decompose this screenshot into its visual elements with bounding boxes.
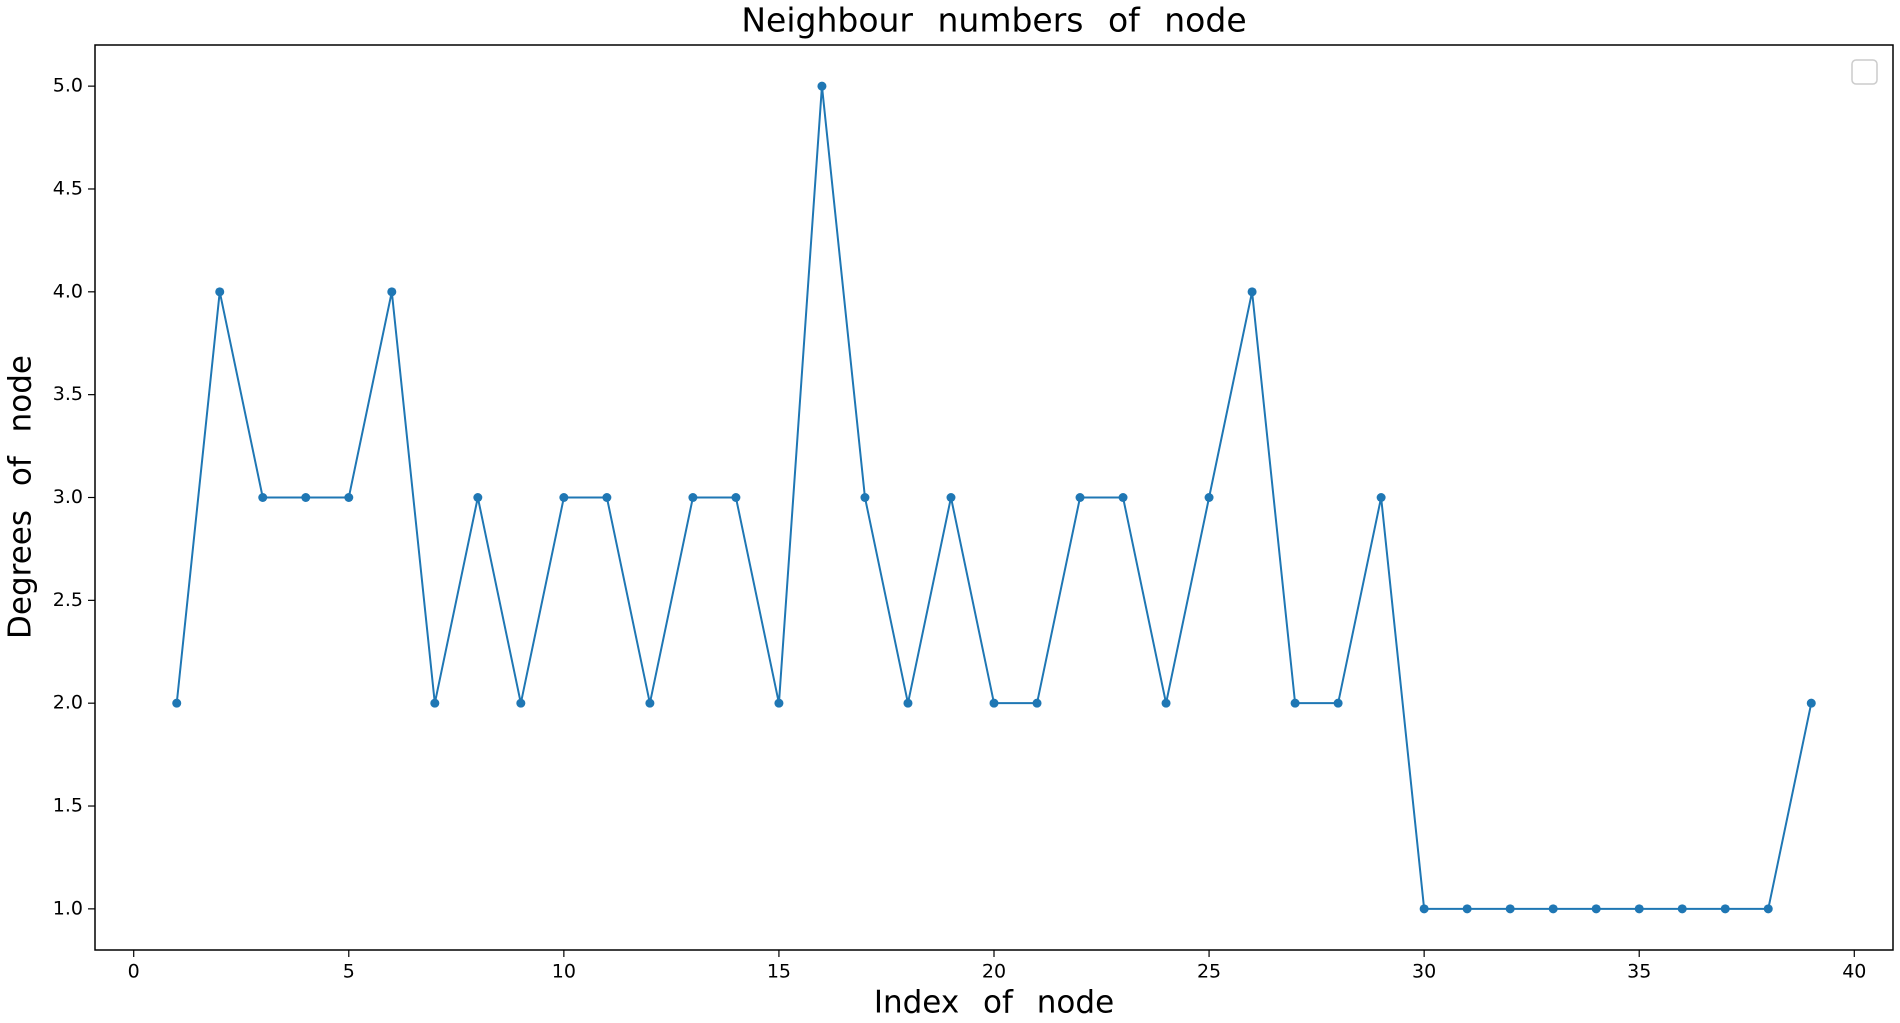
data-point [1032, 698, 1042, 708]
data-point [1591, 904, 1601, 914]
y-tick-label: 4.5 [53, 177, 83, 199]
data-point [301, 493, 311, 502]
data-point [559, 493, 569, 502]
data-point [1806, 698, 1816, 708]
y-tick-label: 2.0 [53, 692, 83, 714]
x-axis-title: Index of node [874, 985, 1114, 1021]
data-point [1634, 904, 1644, 914]
data-point [172, 698, 182, 708]
legend-box [1851, 59, 1878, 85]
data-point [645, 698, 655, 708]
x-tick-label: 40 [1842, 961, 1866, 983]
data-point [344, 493, 354, 502]
x-tick-label: 25 [1197, 961, 1221, 983]
data-point [1075, 493, 1085, 502]
data-point [258, 493, 268, 502]
x-tick-label: 20 [982, 961, 1006, 983]
data-point [1548, 904, 1558, 914]
x-tick-label: 0 [128, 961, 140, 983]
x-tick-label: 5 [343, 961, 355, 983]
data-point [430, 698, 440, 708]
data-line [175, 86, 1813, 910]
data-point [989, 698, 999, 708]
data-point [860, 493, 870, 502]
y-axis-title: Degrees of node [3, 355, 39, 639]
data-point [1290, 698, 1300, 708]
y-tick-label: 5.0 [53, 75, 83, 97]
data-point [1376, 493, 1386, 502]
data-point [903, 698, 913, 708]
plot-frame [94, 44, 1894, 951]
y-tick-label: 1.5 [53, 795, 83, 817]
data-point [1505, 904, 1515, 914]
x-tick-label: 30 [1412, 961, 1436, 983]
data-point [774, 698, 784, 708]
data-point [731, 493, 741, 502]
data-point [1462, 904, 1472, 914]
data-point [215, 287, 225, 297]
y-tick-label: 4.0 [53, 280, 83, 302]
x-tick-label: 10 [552, 961, 576, 983]
data-point [1161, 698, 1171, 708]
chart-title: Neighbour numbers of node [741, 1, 1246, 40]
data-point [1419, 904, 1429, 914]
data-point [1763, 904, 1773, 914]
data-point [1204, 493, 1214, 502]
data-point [1118, 493, 1128, 502]
data-point [1333, 698, 1343, 708]
data-point [1677, 904, 1687, 914]
y-tick-label: 1.0 [53, 897, 83, 919]
data-point [1720, 904, 1730, 914]
y-tick-label: 3.5 [53, 383, 83, 405]
x-tick-label: 15 [767, 961, 791, 983]
data-point [387, 287, 397, 297]
data-point [1247, 287, 1257, 297]
data-point [602, 493, 612, 502]
x-tick-label: 35 [1627, 961, 1651, 983]
data-point [688, 493, 698, 502]
data-point [817, 81, 827, 91]
data-point [946, 493, 956, 502]
data-point [473, 493, 483, 502]
data-point [516, 698, 526, 708]
y-tick-label: 2.5 [53, 589, 83, 611]
y-tick-label: 3.0 [53, 486, 83, 508]
